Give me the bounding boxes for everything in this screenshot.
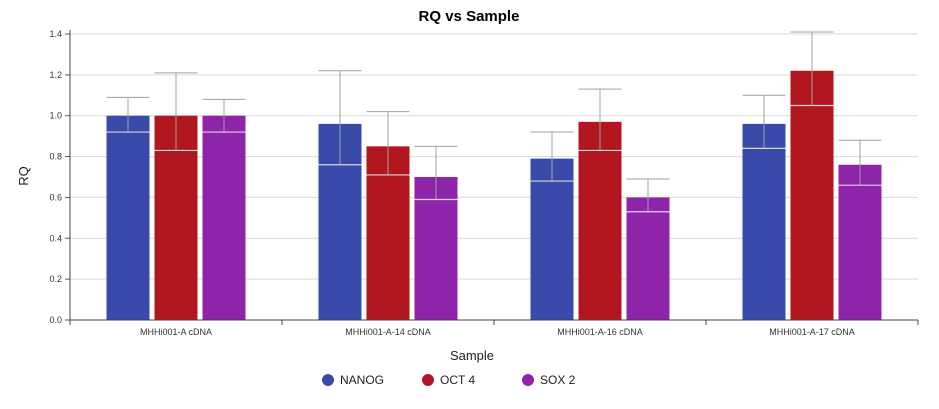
bar-oct4-2 — [578, 121, 622, 320]
bar-sox2-0 — [202, 115, 246, 320]
x-tick-labels: MHHi001-A cDNA MHHi001-A-14 cDNA MHHi001-A… — [69, 320, 855, 337]
bar-sox2-3 — [838, 164, 882, 320]
bar-sox2-1 — [414, 177, 458, 320]
bars — [106, 70, 882, 321]
y-tick-label: 1.2 — [49, 70, 62, 80]
x-tick-label: MHHi001-A-14 cDNA — [345, 327, 431, 337]
x-tick-label: MHHi001-A-16 cDNA — [557, 327, 643, 337]
y-tick-label: 0.2 — [49, 274, 62, 284]
chart-title: RQ vs Sample — [419, 8, 520, 25]
legend-swatch-oct4 — [422, 374, 434, 386]
axes — [65, 30, 919, 325]
y-tick-label: 0.8 — [49, 152, 62, 162]
x-axis-title: Sample — [450, 348, 494, 363]
y-tick-label: 0.4 — [49, 233, 62, 243]
y-tick-label: 0.0 — [49, 315, 62, 325]
legend-label: NANOG — [340, 373, 384, 387]
legend-swatch-sox2 — [522, 374, 534, 386]
legend-label: OCT 4 — [440, 373, 475, 387]
bar-nanog-0 — [106, 115, 150, 320]
legend-label: SOX 2 — [540, 373, 576, 387]
y-tick-label: 0.6 — [49, 192, 62, 202]
bar-nanog-3 — [742, 123, 786, 320]
y-tick-label: 1.0 — [49, 111, 62, 121]
bar-nanog-2 — [530, 158, 574, 320]
legend: NANOG OCT 4 SOX 2 — [322, 373, 576, 387]
y-tick-labels: 0.0 0.2 0.4 0.6 0.8 1.0 1.2 1.4 — [49, 29, 70, 325]
legend-swatch-nanog — [322, 374, 334, 386]
bar-sox2-2 — [626, 197, 670, 320]
x-tick-label: MHHi001-A cDNA — [140, 327, 212, 337]
y-tick-label: 1.4 — [49, 29, 62, 39]
bar-oct4-3 — [790, 70, 834, 321]
y-axis-title: RQ — [16, 166, 31, 186]
x-tick-label: MHHi001-A-17 cDNA — [769, 327, 855, 337]
error-bars — [106, 31, 882, 213]
